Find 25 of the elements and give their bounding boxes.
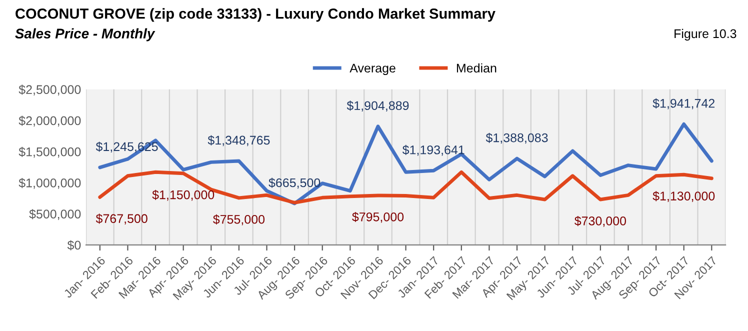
data-label: $1,388,083 [486, 132, 548, 144]
data-label: $795,000 [352, 212, 404, 223]
y-tick-label: $2,500,000 [18, 84, 81, 96]
chart-title: COCONUT GROVE (zip code 33133) - Luxury Condo Market Summary [16, 8, 496, 22]
line-series [98, 122, 714, 206]
data-label: $767,500 [96, 214, 148, 225]
data-label: $730,000 [574, 216, 626, 227]
y-tick-label: $2,000,000 [18, 116, 81, 127]
data-label: $1,904,889 [346, 100, 409, 112]
caption: Figure 10.3 [674, 28, 736, 41]
data-label: $755,000 [213, 214, 265, 226]
y-tick-label: $1,000,000 [18, 178, 81, 189]
data-label: $1,193,641 [402, 144, 464, 156]
y-tick-label: $500,000 [29, 209, 81, 220]
data-label: $1,941,742 [652, 98, 715, 110]
y-tick-label: $0 [67, 240, 81, 250]
data-label: $1,348,765 [208, 135, 270, 146]
chart-subtitle: Sales Price - Monthly [15, 28, 156, 42]
legend-label: Average [350, 64, 396, 76]
data-label: $1,150,000 [152, 190, 214, 201]
line-series [98, 170, 714, 204]
data-label: $665,500 [268, 178, 320, 189]
data-label: $1,130,000 [652, 191, 715, 202]
legend-label: Median [456, 63, 496, 73]
y-tick-label: $1,500,000 [18, 146, 81, 158]
